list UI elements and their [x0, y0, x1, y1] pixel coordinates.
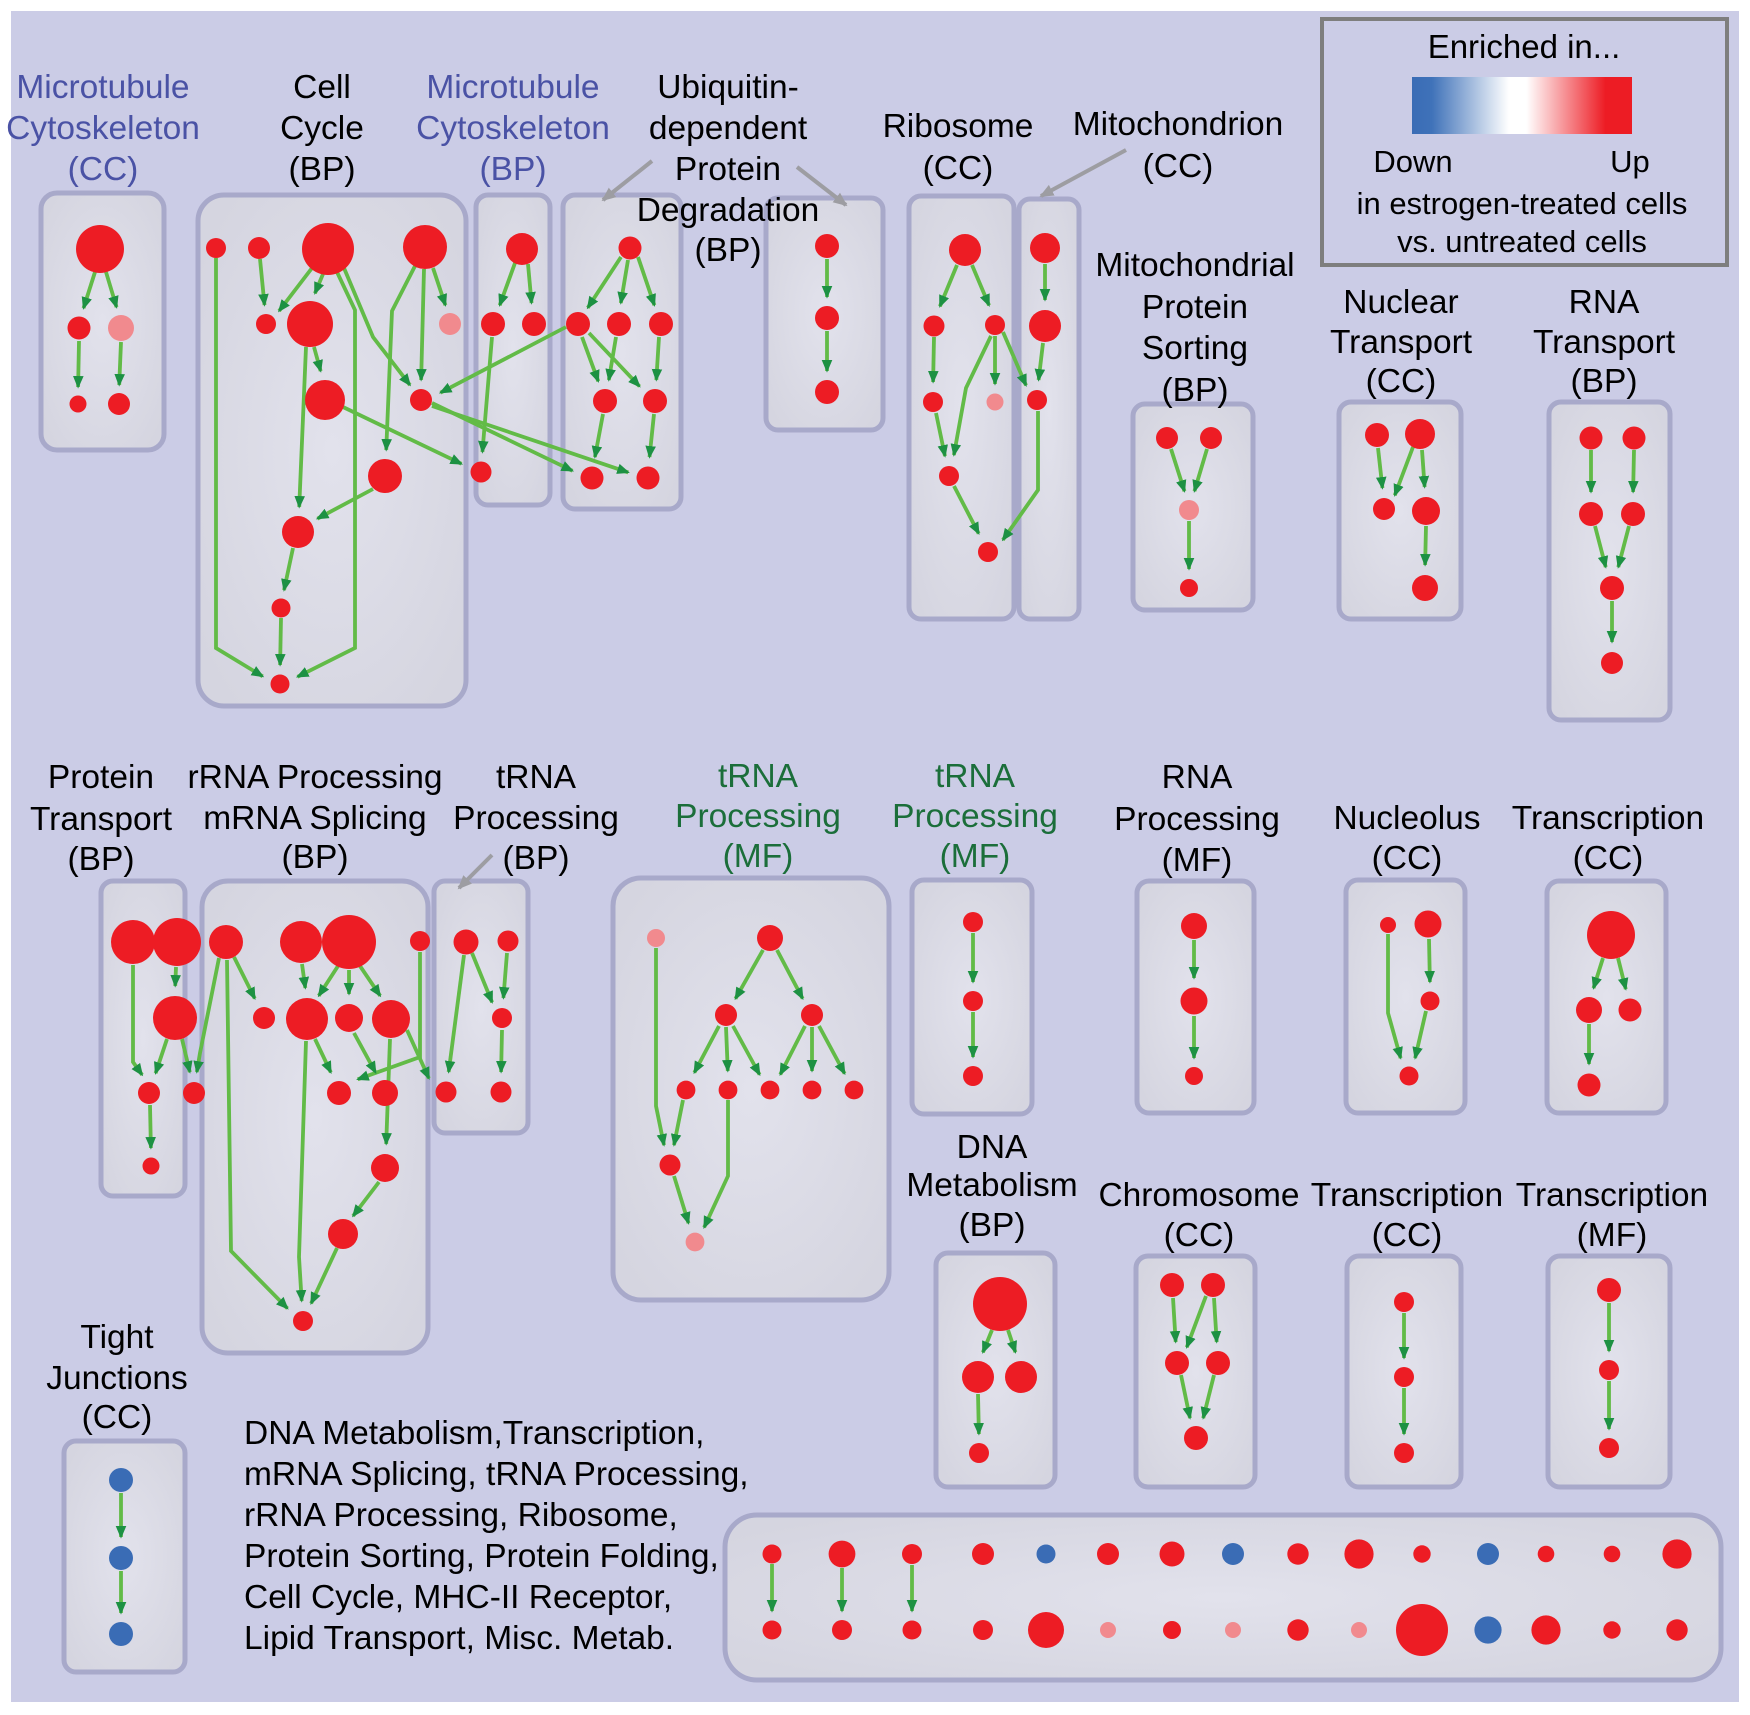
svg-text:Cell Cycle, MHC-II Receptor,: Cell Cycle, MHC-II Receptor, [244, 1579, 672, 1616]
svg-text:(BP): (BP) [503, 840, 570, 877]
svg-text:(MF): (MF) [940, 838, 1011, 875]
svg-text:Up: Up [1610, 144, 1650, 179]
svg-text:Processing: Processing [1114, 801, 1280, 838]
svg-text:Nucleolus: Nucleolus [1333, 800, 1480, 837]
svg-text:Transcription: Transcription [1311, 1177, 1503, 1214]
svg-text:Protein: Protein [1142, 289, 1248, 326]
svg-text:Transport: Transport [30, 801, 173, 838]
svg-text:(BP): (BP) [959, 1207, 1026, 1244]
svg-text:(CC): (CC) [1366, 363, 1437, 400]
svg-text:(BP): (BP) [68, 841, 135, 878]
svg-text:Transport: Transport [1330, 324, 1473, 361]
svg-text:Protein: Protein [48, 759, 154, 796]
svg-text:(CC): (CC) [923, 150, 994, 187]
svg-text:(MF): (MF) [1162, 842, 1233, 879]
svg-text:dependent: dependent [649, 110, 808, 147]
svg-text:Transcription: Transcription [1516, 1177, 1708, 1214]
svg-text:(BP): (BP) [1162, 372, 1229, 409]
svg-text:(BP): (BP) [289, 151, 356, 188]
svg-text:(BP): (BP) [695, 232, 762, 269]
svg-text:DNA: DNA [957, 1129, 1028, 1166]
svg-text:in estrogen-treated cells: in estrogen-treated cells [1357, 186, 1688, 221]
svg-text:vs. untreated cells: vs. untreated cells [1397, 224, 1647, 259]
svg-text:(CC): (CC) [1372, 1217, 1443, 1254]
svg-text:(CC): (CC) [1164, 1217, 1235, 1254]
svg-text:(CC): (CC) [1573, 840, 1644, 877]
svg-text:Processing: Processing [675, 798, 841, 835]
svg-text:rRNA Processing, Ribosome,: rRNA Processing, Ribosome, [244, 1497, 678, 1534]
svg-text:Enriched in...: Enriched in... [1428, 28, 1621, 65]
svg-text:Down: Down [1373, 144, 1452, 179]
svg-text:Tight: Tight [80, 1319, 154, 1356]
svg-text:Chromosome: Chromosome [1098, 1177, 1299, 1214]
svg-text:RNA: RNA [1162, 759, 1233, 796]
svg-text:Junctions: Junctions [46, 1360, 188, 1397]
svg-text:RNA: RNA [1569, 284, 1640, 321]
svg-text:Mitochondrion: Mitochondrion [1073, 106, 1283, 143]
svg-text:Protein: Protein [675, 151, 781, 188]
svg-text:(BP): (BP) [480, 151, 547, 188]
svg-text:(CC): (CC) [82, 1399, 153, 1436]
svg-text:(BP): (BP) [1571, 363, 1638, 400]
svg-text:Protein Sorting, Protein Foldi: Protein Sorting, Protein Folding, [244, 1538, 719, 1575]
svg-text:Microtubule: Microtubule [16, 69, 189, 106]
svg-text:(BP): (BP) [282, 839, 349, 876]
svg-text:Cell: Cell [293, 69, 351, 106]
svg-text:Nuclear: Nuclear [1343, 284, 1458, 321]
svg-text:Degradation: Degradation [637, 192, 820, 229]
svg-text:Cytoskeleton: Cytoskeleton [6, 110, 200, 147]
svg-text:mRNA Splicing, tRNA Processing: mRNA Splicing, tRNA Processing, [244, 1456, 749, 1493]
svg-text:rRNA Processing: rRNA Processing [187, 759, 442, 796]
svg-text:(CC): (CC) [1143, 148, 1214, 185]
svg-text:(CC): (CC) [1372, 840, 1443, 877]
svg-text:Microtubule: Microtubule [426, 69, 599, 106]
svg-text:Cytoskeleton: Cytoskeleton [416, 110, 610, 147]
svg-text:tRNA: tRNA [935, 758, 1016, 795]
svg-text:(MF): (MF) [723, 838, 794, 875]
svg-text:Processing: Processing [892, 798, 1058, 835]
svg-text:(CC): (CC) [68, 151, 139, 188]
svg-text:tRNA: tRNA [718, 758, 799, 795]
svg-text:(MF): (MF) [1577, 1217, 1648, 1254]
svg-text:Lipid Transport, Misc. Metab.: Lipid Transport, Misc. Metab. [244, 1620, 674, 1657]
svg-text:Ubiquitin-: Ubiquitin- [657, 69, 799, 106]
svg-text:Mitochondrial: Mitochondrial [1095, 247, 1294, 284]
svg-text:Ribosome: Ribosome [883, 108, 1034, 145]
svg-text:DNA Metabolism,Transcription,: DNA Metabolism,Transcription, [244, 1415, 704, 1452]
svg-text:Transcription: Transcription [1512, 800, 1704, 837]
svg-text:mRNA Splicing: mRNA Splicing [203, 800, 426, 837]
svg-text:Metabolism: Metabolism [906, 1167, 1077, 1204]
svg-text:Sorting: Sorting [1142, 330, 1248, 367]
svg-text:Cycle: Cycle [280, 110, 364, 147]
svg-text:tRNA: tRNA [496, 759, 577, 796]
svg-text:Processing: Processing [453, 800, 619, 837]
svg-text:Transport: Transport [1533, 324, 1676, 361]
